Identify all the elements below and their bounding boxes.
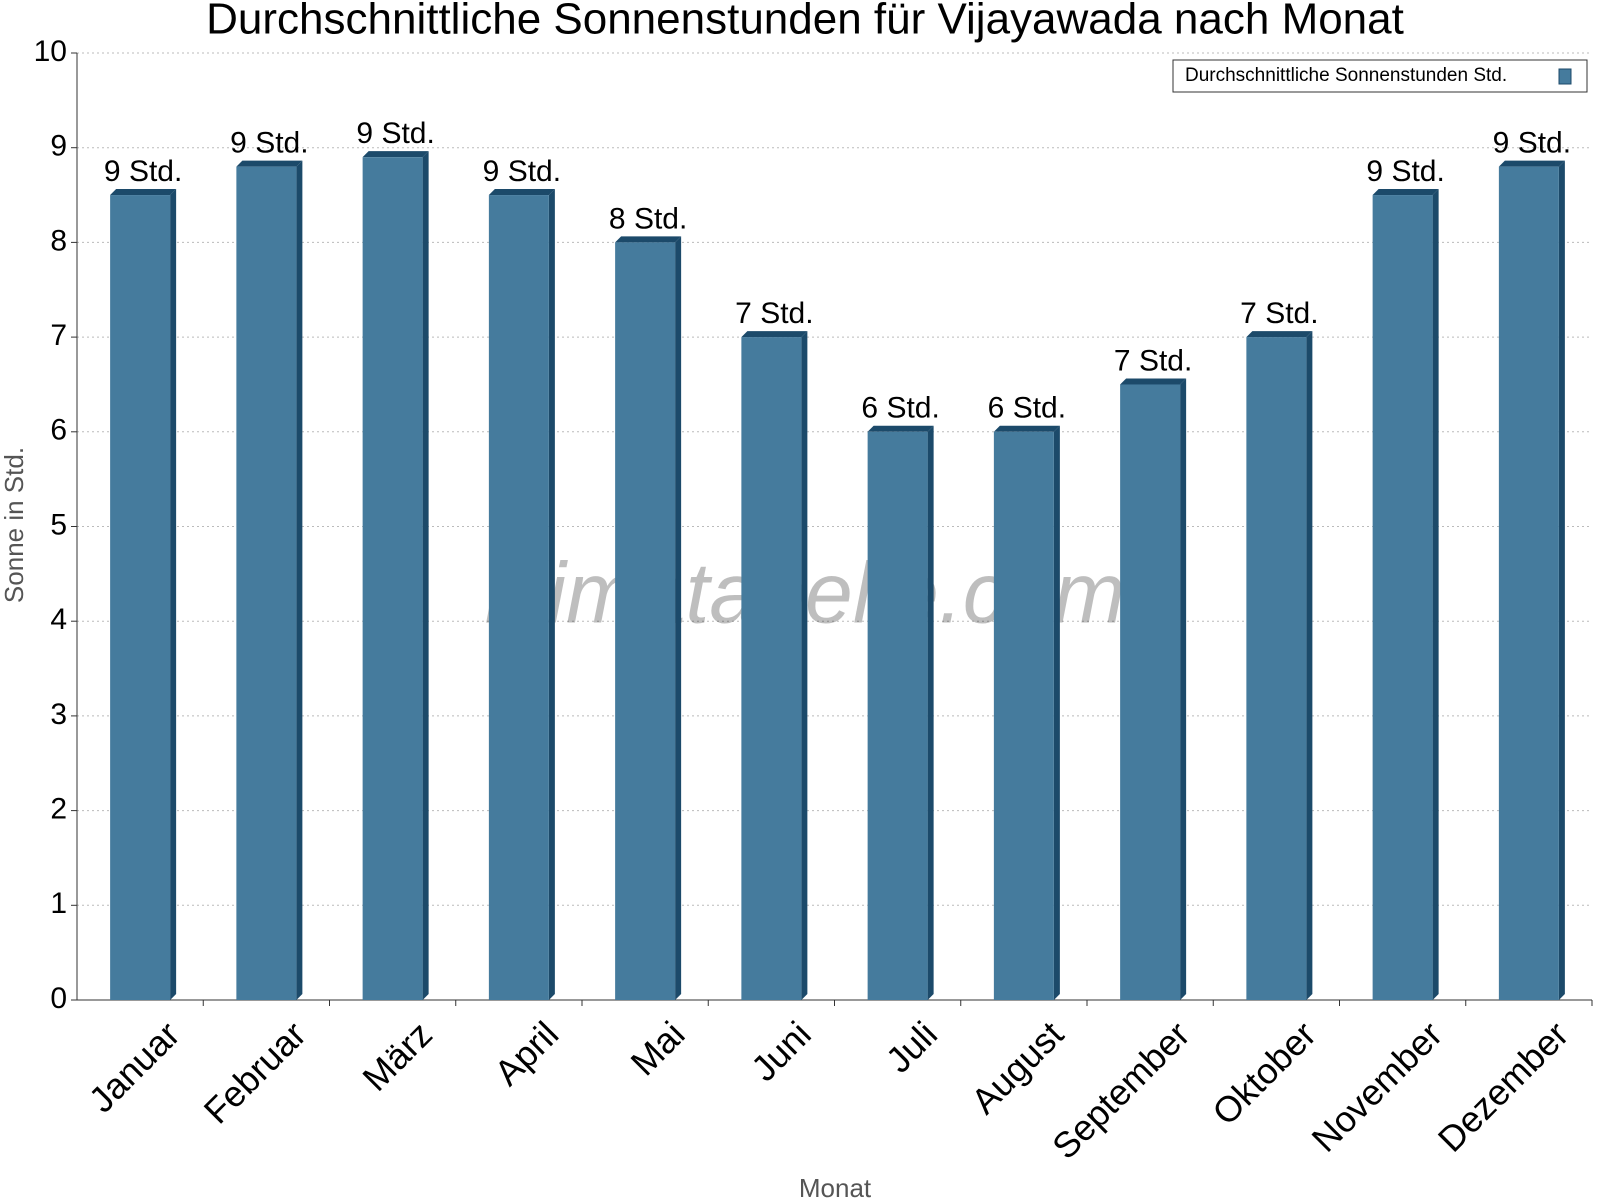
value-label: 9 Std. bbox=[483, 155, 561, 188]
bar bbox=[236, 166, 297, 1000]
x-tick-label: August bbox=[963, 1013, 1071, 1121]
x-tick-label: Dezember bbox=[1430, 1013, 1576, 1159]
bar-side bbox=[801, 331, 808, 1001]
bar-top bbox=[1120, 378, 1187, 385]
legend-swatch bbox=[1558, 68, 1572, 85]
bar-top bbox=[110, 189, 177, 196]
x-tick-label: Januar bbox=[81, 1013, 188, 1120]
bar bbox=[1498, 166, 1559, 1000]
bar-group bbox=[993, 425, 1060, 1000]
value-label: 7 Std. bbox=[1114, 344, 1192, 377]
bar bbox=[867, 431, 928, 1000]
bar-top bbox=[615, 236, 682, 243]
x-tick-label: Mai bbox=[622, 1013, 692, 1083]
bar-top bbox=[741, 331, 808, 338]
bar bbox=[488, 195, 549, 1001]
value-label: 9 Std. bbox=[356, 117, 434, 150]
x-tick-label: April bbox=[486, 1013, 566, 1093]
y-tick-label: 10 bbox=[34, 35, 67, 68]
y-tick-label: 3 bbox=[50, 698, 67, 731]
y-axis-title: Sonne in Std. bbox=[0, 447, 29, 603]
bar-group bbox=[615, 236, 682, 1000]
bar-group bbox=[1498, 160, 1565, 1000]
bar-top bbox=[1498, 160, 1565, 167]
y-tick-label: 1 bbox=[50, 887, 67, 920]
bar-side bbox=[296, 160, 303, 1000]
bar-group bbox=[867, 425, 934, 1000]
x-axis-title: Monat bbox=[799, 1173, 872, 1200]
bar-group bbox=[741, 331, 808, 1001]
x-tick-label: Juni bbox=[743, 1013, 819, 1089]
x-tick-label: Februar bbox=[196, 1013, 314, 1131]
y-tick-label: 8 bbox=[50, 224, 67, 257]
value-label: 9 Std. bbox=[104, 155, 182, 188]
bar-side bbox=[927, 425, 934, 1000]
bar-side bbox=[675, 236, 682, 1000]
y-tick-label: 7 bbox=[50, 319, 67, 352]
value-label: 6 Std. bbox=[988, 392, 1066, 425]
value-label: 6 Std. bbox=[861, 392, 939, 425]
bar-group bbox=[488, 189, 555, 1001]
value-label: 8 Std. bbox=[609, 202, 687, 235]
bar bbox=[615, 242, 676, 1000]
value-label: 7 Std. bbox=[735, 297, 813, 330]
bar bbox=[993, 431, 1054, 1000]
bar-group bbox=[236, 160, 303, 1000]
bar bbox=[1372, 195, 1433, 1001]
x-tick-label: Oktober bbox=[1204, 1013, 1324, 1133]
y-tick-label: 0 bbox=[50, 982, 67, 1015]
x-tick-label: September bbox=[1044, 1013, 1198, 1167]
legend-label: Durchschnittliche Sonnenstunden Std. bbox=[1185, 65, 1507, 86]
bar-group bbox=[1246, 331, 1313, 1001]
value-label: 7 Std. bbox=[1240, 297, 1318, 330]
bar-group bbox=[1120, 378, 1187, 1000]
bar-top bbox=[236, 160, 303, 167]
bar bbox=[1120, 384, 1181, 1000]
bar bbox=[741, 337, 802, 1001]
bar-side bbox=[1558, 160, 1565, 1000]
bar-top bbox=[362, 151, 429, 158]
y-tick-label: 9 bbox=[50, 130, 67, 163]
bar bbox=[1246, 337, 1307, 1001]
y-tick-label: 6 bbox=[50, 414, 67, 447]
bar bbox=[362, 157, 423, 1001]
bar-side bbox=[1180, 378, 1187, 1000]
legend-box bbox=[1172, 59, 1588, 93]
bar-top bbox=[488, 189, 555, 196]
value-label: 9 Std. bbox=[1366, 155, 1444, 188]
bar-group bbox=[110, 189, 177, 1001]
bar-side bbox=[170, 189, 177, 1001]
bar-side bbox=[1432, 189, 1439, 1001]
bar bbox=[110, 195, 171, 1001]
chart-title: Durchschnittliche Sonnenstunden für Vija… bbox=[206, 0, 1404, 44]
bar-side bbox=[422, 151, 429, 1001]
bar-group bbox=[1372, 189, 1439, 1001]
bar-top bbox=[867, 425, 934, 432]
value-label: 9 Std. bbox=[1493, 127, 1571, 160]
value-label: 9 Std. bbox=[230, 127, 308, 160]
bar-side bbox=[1053, 425, 1060, 1000]
bar-side bbox=[1306, 331, 1313, 1001]
x-tick-label: März bbox=[354, 1013, 440, 1099]
x-tick-label: November bbox=[1304, 1013, 1450, 1159]
y-tick-label: 5 bbox=[50, 508, 67, 541]
bar-side bbox=[548, 189, 555, 1001]
x-tick-label: Juli bbox=[878, 1013, 945, 1080]
bar-top bbox=[1246, 331, 1313, 338]
bar-top bbox=[1372, 189, 1439, 196]
bar-group bbox=[362, 151, 429, 1001]
y-tick-label: 4 bbox=[50, 603, 67, 636]
bar-top bbox=[993, 425, 1060, 432]
y-tick-label: 2 bbox=[50, 793, 67, 826]
